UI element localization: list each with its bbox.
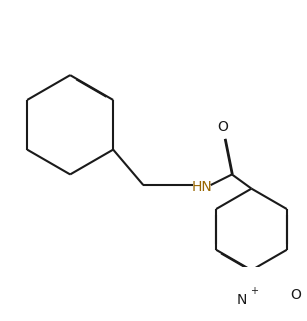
Text: O: O — [218, 119, 228, 134]
Text: +: + — [250, 286, 258, 297]
Text: HN: HN — [192, 180, 212, 194]
Text: N: N — [237, 293, 247, 307]
Text: O: O — [290, 288, 301, 302]
